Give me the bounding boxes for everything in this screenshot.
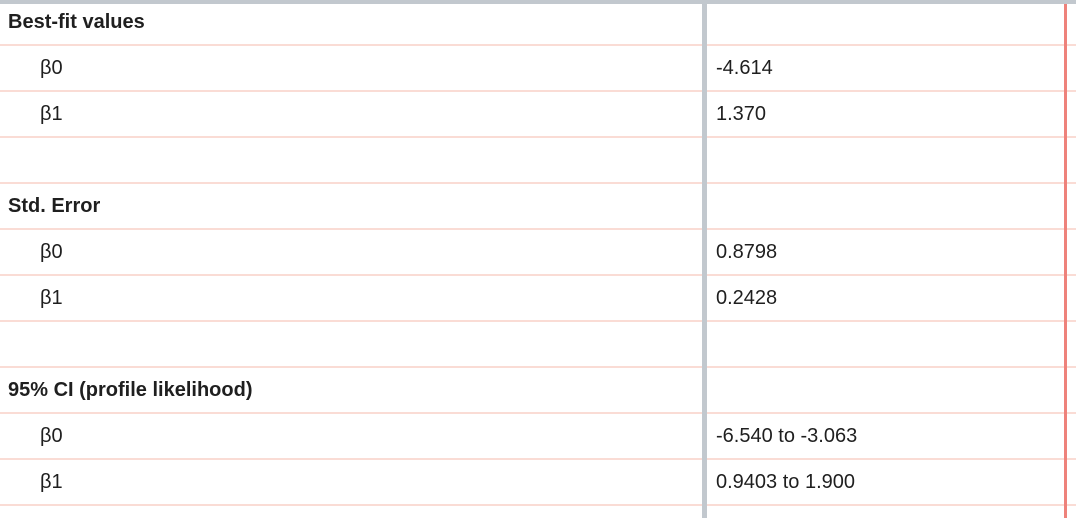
table-row: β0 -6.540 to -3.063 bbox=[0, 414, 1076, 460]
row-value-cell[interactable]: -4.614 bbox=[716, 57, 773, 79]
row-value-cell[interactable] bbox=[707, 0, 1076, 44]
param-label-cell[interactable]: β0 bbox=[40, 241, 63, 263]
row-value-cell[interactable]: 0.9403 to 1.900 bbox=[716, 471, 856, 493]
empty-label-cell[interactable] bbox=[0, 506, 707, 518]
table-row: β0 -4.614 bbox=[0, 46, 1076, 92]
row-value-cell[interactable] bbox=[707, 506, 1076, 518]
right-guide-line bbox=[1064, 4, 1067, 518]
table-row bbox=[0, 138, 1076, 184]
section-header-cell[interactable]: Std. Error bbox=[8, 195, 101, 217]
section-header-cell[interactable]: 95% CI (profile likelihood) bbox=[8, 379, 253, 401]
table-row: 95% CI (profile likelihood) bbox=[0, 368, 1076, 414]
row-value-cell[interactable] bbox=[707, 138, 1076, 182]
table-row: Best-fit values bbox=[0, 0, 1076, 46]
table-row bbox=[0, 322, 1076, 368]
row-value-cell[interactable] bbox=[707, 368, 1076, 412]
table-row-partial bbox=[0, 506, 1076, 518]
column-divider[interactable] bbox=[702, 0, 707, 518]
row-value-cell[interactable] bbox=[707, 184, 1076, 228]
param-label-cell[interactable]: β1 bbox=[40, 471, 63, 493]
empty-label-cell[interactable] bbox=[0, 138, 707, 182]
table-row: β1 0.9403 to 1.900 bbox=[0, 460, 1076, 506]
section-header-cell[interactable]: Best-fit values bbox=[8, 11, 145, 33]
row-value-cell[interactable]: -6.540 to -3.063 bbox=[716, 425, 858, 447]
table-row: β1 0.2428 bbox=[0, 276, 1076, 322]
param-label-cell[interactable]: β1 bbox=[40, 287, 63, 309]
row-value-cell[interactable]: 0.2428 bbox=[716, 287, 778, 309]
row-value-cell[interactable] bbox=[707, 322, 1076, 366]
top-border-line bbox=[0, 0, 1076, 4]
param-label-cell[interactable]: β0 bbox=[40, 57, 63, 79]
param-label-cell[interactable]: β0 bbox=[40, 425, 63, 447]
table-row: β0 0.8798 bbox=[0, 230, 1076, 276]
param-label-cell[interactable]: β1 bbox=[40, 103, 63, 125]
row-value-cell[interactable]: 0.8798 bbox=[716, 241, 778, 263]
empty-label-cell[interactable] bbox=[0, 322, 707, 366]
table-row: β1 1.370 bbox=[0, 92, 1076, 138]
table-row: Std. Error bbox=[0, 184, 1076, 230]
row-value-cell[interactable]: 1.370 bbox=[716, 103, 767, 125]
